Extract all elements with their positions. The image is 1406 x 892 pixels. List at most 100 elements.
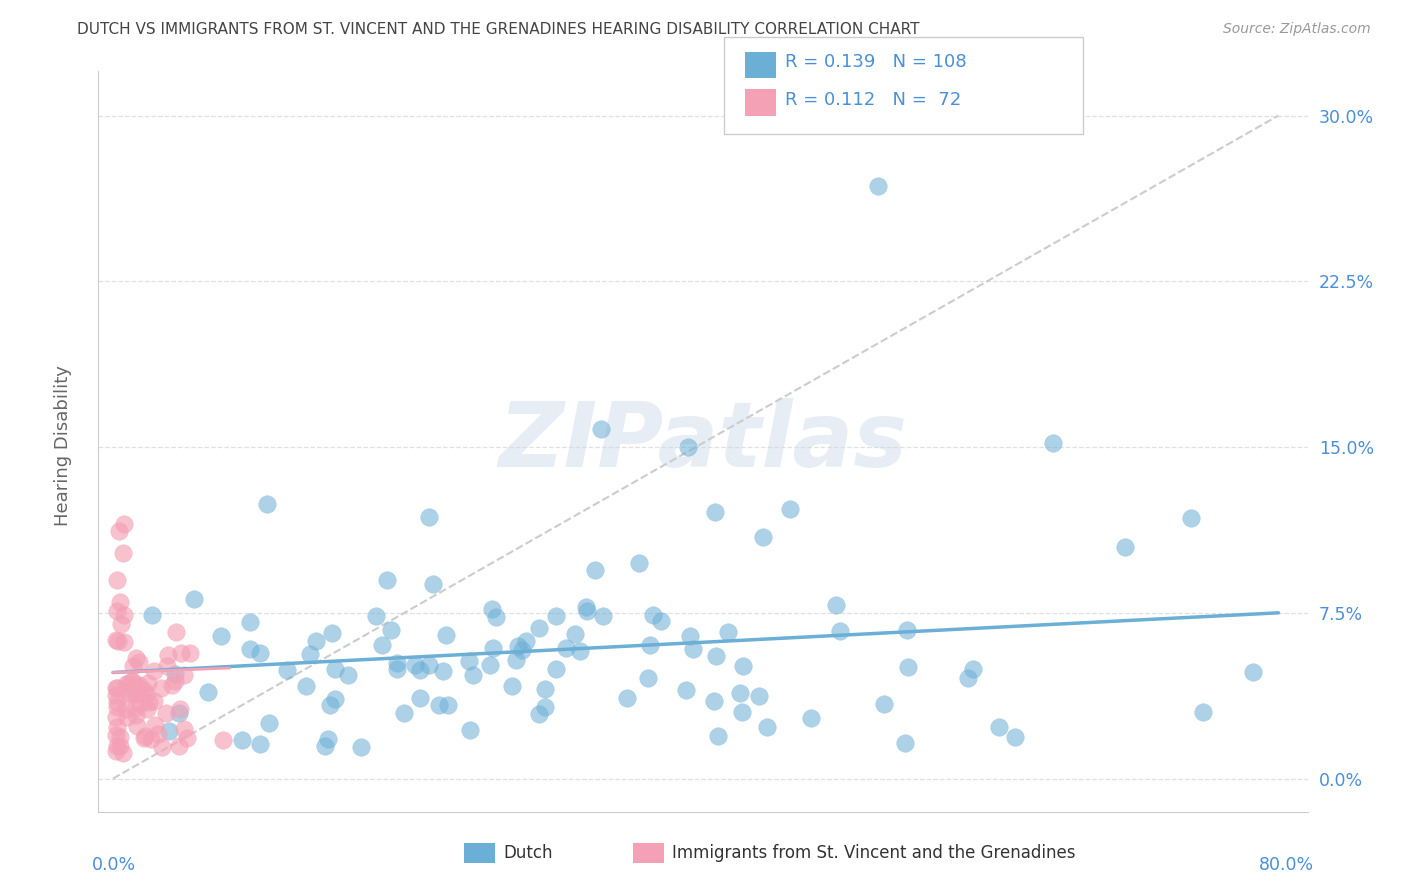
Point	[641, 607, 664, 622]
Point	[138, 695, 160, 709]
Point	[583, 563, 606, 577]
Point	[392, 706, 415, 720]
Point	[105, 681, 128, 695]
Text: DUTCH VS IMMIGRANTS FROM ST. VINCENT AND THE GRENADINES HEARING DISABILITY CORRE: DUTCH VS IMMIGRANTS FROM ST. VINCENT AND…	[77, 22, 920, 37]
Point	[316, 732, 339, 747]
Text: Dutch: Dutch	[503, 844, 553, 862]
Point	[457, 654, 479, 668]
Point	[125, 708, 148, 723]
Point	[779, 502, 801, 516]
Point	[337, 667, 360, 681]
Point	[896, 660, 918, 674]
Point	[458, 723, 481, 737]
Point	[314, 739, 336, 754]
Point	[179, 647, 201, 661]
Point	[112, 607, 135, 622]
Point	[134, 682, 156, 697]
Point	[128, 698, 150, 712]
Point	[387, 661, 409, 675]
Point	[485, 610, 508, 624]
Point	[118, 686, 141, 700]
Point	[616, 691, 638, 706]
Point	[112, 546, 135, 560]
Point	[409, 690, 432, 705]
Point	[105, 604, 128, 618]
Point	[527, 621, 550, 635]
Point	[256, 497, 278, 511]
Point	[143, 665, 166, 679]
Point	[515, 633, 537, 648]
Point	[122, 676, 145, 690]
Text: Source: ZipAtlas.com: Source: ZipAtlas.com	[1223, 22, 1371, 37]
Point	[576, 605, 599, 619]
Point	[375, 573, 398, 587]
Point	[128, 655, 150, 669]
Point	[323, 692, 346, 706]
Point	[717, 624, 740, 639]
Point	[141, 608, 163, 623]
Point	[115, 677, 138, 691]
Point	[555, 641, 578, 656]
Text: Immigrants from St. Vincent and the Grenadines: Immigrants from St. Vincent and the Gren…	[672, 844, 1076, 862]
Point	[135, 687, 157, 701]
Point	[589, 422, 612, 436]
Point	[731, 658, 754, 673]
Point	[323, 662, 346, 676]
Point	[432, 664, 454, 678]
Point	[197, 684, 219, 698]
Point	[418, 510, 440, 524]
Point	[146, 727, 169, 741]
Text: R = 0.139   N = 108: R = 0.139 N = 108	[785, 54, 966, 71]
Point	[105, 744, 128, 758]
Point	[143, 718, 166, 732]
Point	[731, 705, 754, 719]
Point	[896, 624, 918, 638]
Point	[707, 729, 730, 743]
Point	[105, 688, 128, 702]
Point	[163, 667, 186, 681]
Point	[678, 440, 700, 454]
Point	[112, 517, 135, 532]
Point	[506, 639, 529, 653]
Point	[249, 737, 271, 751]
Point	[149, 681, 172, 695]
Point	[825, 598, 848, 612]
Point	[211, 732, 233, 747]
Point	[682, 642, 704, 657]
Point	[380, 623, 402, 637]
Point	[434, 627, 457, 641]
Point	[321, 626, 343, 640]
Point	[299, 648, 322, 662]
Point	[105, 681, 128, 695]
Point	[122, 658, 145, 673]
Point	[156, 659, 179, 673]
Point	[124, 687, 146, 701]
Point	[544, 609, 567, 624]
Point	[751, 530, 773, 544]
Point	[675, 682, 697, 697]
Point	[988, 720, 1011, 734]
Point	[387, 657, 409, 671]
Point	[366, 608, 388, 623]
Point	[533, 682, 555, 697]
Point	[962, 662, 984, 676]
Point	[592, 609, 614, 624]
Point	[105, 573, 128, 587]
Point	[125, 651, 148, 665]
Point	[173, 668, 195, 682]
Point	[679, 629, 702, 643]
Point	[112, 635, 135, 649]
Point	[105, 695, 128, 709]
Point	[478, 658, 501, 673]
Point	[437, 698, 460, 712]
Point	[165, 674, 187, 689]
Point	[482, 640, 505, 655]
Point	[748, 689, 770, 703]
Point	[183, 592, 205, 607]
Point	[756, 721, 779, 735]
Point	[110, 616, 132, 631]
Point	[404, 658, 426, 673]
Text: 80.0%: 80.0%	[1258, 856, 1313, 874]
Point	[127, 718, 149, 732]
Point	[1042, 435, 1064, 450]
